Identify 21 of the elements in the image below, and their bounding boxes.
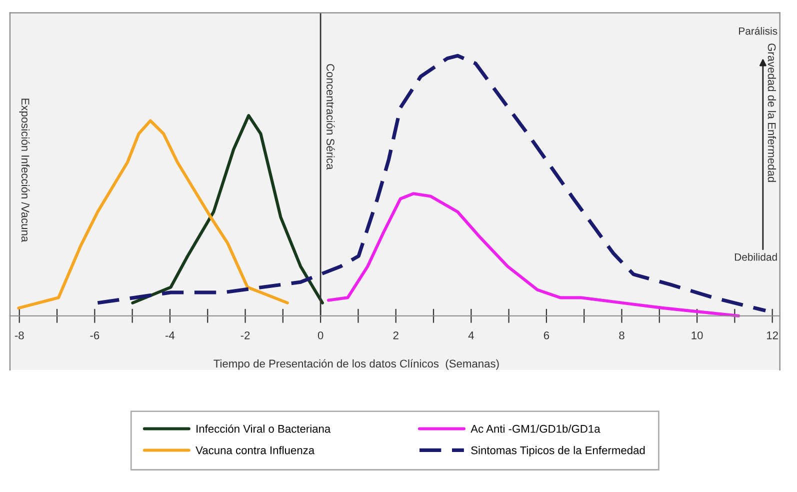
x-tick-label: 12 <box>767 331 778 340</box>
legend-label: Vacuna contra Influenza <box>196 446 315 454</box>
ref-line-label: Concentración Sérica <box>326 64 335 170</box>
legend-label: Sintomas Tipicos de la Enfermedad <box>471 446 645 456</box>
text: Parálisis <box>739 26 778 35</box>
x-tick-label: 0 <box>318 331 324 340</box>
x-tick-label: 2 <box>393 331 398 340</box>
legend-label: Infección Viral o Bacteriana <box>196 424 331 433</box>
x-tick-label: -6 <box>90 331 100 340</box>
x-tick-label: -4 <box>166 332 175 340</box>
x-tick-label: 8 <box>619 331 624 340</box>
x-axis-title: Tiempo de Presentación de los datos Clínicos (Semanas) <box>214 359 499 370</box>
x-tick-label: -8 <box>14 331 24 340</box>
x-tick-label: 10 <box>692 331 703 340</box>
y2-axis-title: Gravedad de la Enfermedad <box>768 44 776 182</box>
annotation: Debilidad <box>734 253 777 261</box>
x-tick-label: 4 <box>468 332 474 340</box>
x-tick-label: 6 <box>544 331 550 340</box>
y-axis-title: Exposición Infección /Vacuna <box>19 98 30 242</box>
legend-label: Ac Anti -GM1/GD1b/GD1a <box>470 424 600 433</box>
x-tick-label: -2 <box>240 331 250 340</box>
